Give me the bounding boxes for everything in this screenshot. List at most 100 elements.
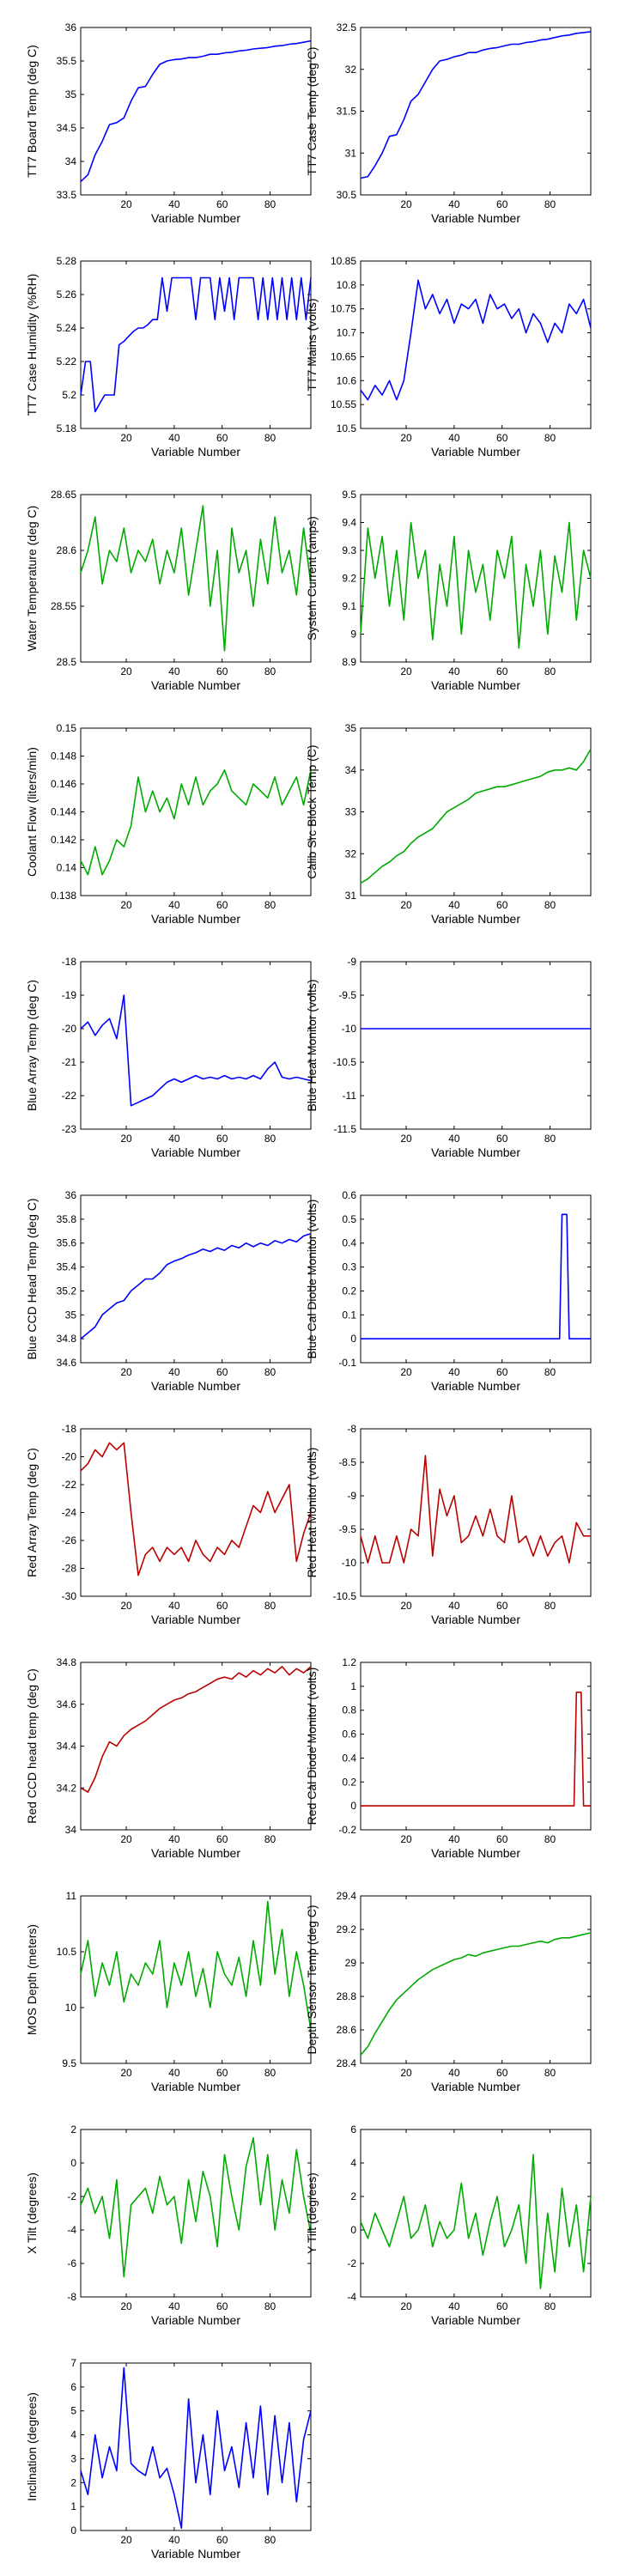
- y-tick-label: 35.8: [57, 1213, 77, 1225]
- y-axis-label: TT7 Mains (volts): [305, 298, 319, 391]
- y-tick-label: 0.2: [342, 1776, 356, 1788]
- y-tick-label: 0.6: [342, 1189, 356, 1201]
- y-tick-label: -30: [62, 1590, 77, 1602]
- y-tick-label: 0: [70, 2157, 76, 2169]
- y-tick-label: 29.4: [337, 1890, 357, 1902]
- x-tick-label: 40: [448, 2067, 460, 2079]
- x-tick-label: 20: [120, 1366, 132, 1378]
- x-tick-label: 60: [496, 432, 508, 444]
- y-tick-label: 0.5: [342, 1213, 356, 1225]
- chart-panel-4: 10.5 10.55 10.6 10.65 10.7 10.75 10.8 10.85 20 40…: [305, 255, 592, 459]
- x-tick-label: 80: [264, 665, 276, 677]
- plot-area: [80, 961, 312, 1130]
- y-tick-label: 35.2: [57, 1285, 77, 1297]
- x-tick-label: 40: [168, 899, 180, 911]
- plot-area: [80, 1194, 312, 1364]
- y-tick-label: 1: [70, 2500, 76, 2512]
- y-tick-label: 28.55: [51, 600, 76, 612]
- x-tick-label: 20: [120, 1600, 132, 1612]
- chart-panel-7: 0.138 0.14 0.142 0.144 0.146 0.148 0.15 20 40 60 8…: [25, 722, 312, 926]
- x-axis-label: Variable Number: [151, 1145, 240, 1159]
- y-axis-label: Y Tilt (degrees): [305, 2172, 319, 2254]
- y-tick-label: 0.146: [51, 778, 76, 790]
- x-tick-label: 20: [120, 2067, 132, 2079]
- x-tick-label: 60: [496, 1600, 508, 1612]
- x-tick-label: 80: [544, 2300, 556, 2312]
- x-tick-label: 20: [400, 665, 412, 677]
- y-tick-label: 35.4: [57, 1261, 77, 1273]
- x-axis-label: Variable Number: [151, 1613, 240, 1626]
- y-axis-label: Blue Cal Diode Monitor (volts): [305, 1200, 319, 1359]
- y-tick-label: 0.4: [342, 1752, 356, 1764]
- series-line: [80, 2137, 312, 2278]
- series-line: [80, 1232, 312, 1340]
- chart-panel-19: -8 -6 -4 -2 0 2 20 40 60 80 Variable Number X Tilt …: [25, 2123, 312, 2327]
- y-tick-label: -0.1: [338, 1357, 356, 1369]
- y-tick-label: 34: [65, 155, 77, 167]
- y-tick-label: 7: [70, 2357, 76, 2369]
- x-tick-label: 40: [448, 1133, 460, 1145]
- x-tick-label: 60: [216, 1133, 228, 1145]
- x-tick-label: 40: [168, 1366, 180, 1378]
- chart-panel-13: -30 -28 -26 -24 -22 -20 -18 20 40 60 80 Variable Nu…: [25, 1423, 312, 1626]
- y-tick-label: 9.4: [342, 517, 356, 529]
- series-line: [80, 39, 312, 182]
- x-tick-label: 80: [264, 1133, 276, 1145]
- x-axis-label: Variable Number: [431, 1379, 520, 1393]
- y-axis-label: TT7 Case Humidity (%RH): [25, 274, 39, 416]
- y-tick-label: 2: [350, 2190, 356, 2202]
- y-axis-label: TT7 Board Temp (deg C): [25, 45, 39, 178]
- y-axis-label: Red Array Temp (deg C): [25, 1448, 39, 1577]
- y-tick-label: 11: [66, 1890, 77, 1902]
- x-axis-label: Variable Number: [151, 2080, 240, 2093]
- y-tick-label: 10.75: [331, 303, 356, 315]
- y-tick-label: 0: [350, 2224, 356, 2236]
- y-tick-label: 28.6: [337, 2024, 357, 2036]
- y-tick-label: -4: [347, 2291, 356, 2303]
- series-line: [360, 1932, 592, 2056]
- y-tick-label: 33: [345, 806, 357, 818]
- x-tick-label: 40: [168, 2534, 180, 2546]
- x-tick-label: 20: [120, 665, 132, 677]
- x-tick-label: 80: [544, 1366, 556, 1378]
- x-tick-label: 20: [120, 1833, 132, 1845]
- x-tick-label: 80: [544, 432, 556, 444]
- y-tick-label: 9.5: [62, 2057, 76, 2069]
- x-tick-label: 20: [120, 899, 132, 911]
- y-tick-label: -9.5: [338, 1523, 356, 1535]
- x-axis-label: Variable Number: [431, 1613, 520, 1626]
- x-tick-label: 40: [168, 1600, 180, 1612]
- chart-panel-16: -0.2 0 0.2 0.4 0.6 0.8 1 1.2 20 40 60 80 Variable Nu…: [305, 1656, 592, 1860]
- x-tick-label: 80: [544, 665, 556, 677]
- y-tick-label: -11: [343, 1090, 357, 1102]
- x-tick-label: 60: [496, 1133, 508, 1145]
- y-tick-label: 32: [345, 64, 357, 76]
- x-tick-label: 60: [496, 1366, 508, 1378]
- y-tick-label: 10: [65, 2002, 77, 2014]
- y-tick-label: -9.5: [338, 989, 356, 1001]
- plot-area: [80, 1428, 312, 1597]
- x-tick-label: 60: [496, 665, 508, 677]
- y-tick-label: -19: [62, 989, 77, 1001]
- y-tick-label: 0: [70, 2524, 76, 2537]
- x-tick-label: 20: [120, 198, 132, 210]
- x-tick-label: 40: [448, 198, 460, 210]
- plot-area: [360, 260, 592, 429]
- y-tick-label: 1.2: [342, 1656, 356, 1668]
- x-axis-label: Variable Number: [151, 2313, 240, 2327]
- y-tick-label: -9: [347, 1490, 356, 1502]
- y-tick-label: 36: [65, 1189, 77, 1201]
- y-axis-label: Blue CCD Head Temp (deg C): [25, 1198, 39, 1359]
- x-tick-label: 40: [168, 1833, 180, 1845]
- x-tick-label: 80: [544, 1833, 556, 1845]
- y-tick-label: 0.148: [51, 750, 76, 762]
- series-line: [80, 1442, 312, 1577]
- y-axis-label: Coolant Flow (liters/min): [25, 747, 39, 877]
- y-tick-label: 10.7: [337, 327, 357, 339]
- y-tick-label: -2: [347, 2257, 356, 2269]
- y-tick-label: 0: [350, 1800, 356, 1812]
- chart-panel-11: 34.6 34.8 35 35.2 35.4 35.6 35.8 36 20 40 60 80 Vari…: [25, 1189, 312, 1393]
- x-tick-label: 80: [544, 1600, 556, 1612]
- series-line: [360, 2154, 592, 2290]
